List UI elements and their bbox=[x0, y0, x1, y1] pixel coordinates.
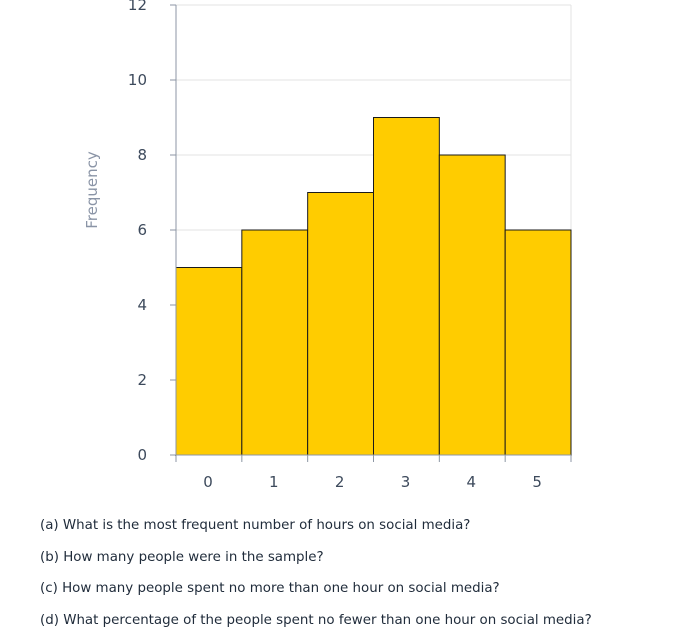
y-tick-label-8: 8 bbox=[137, 146, 147, 164]
question-c: (c) How many people spent no more than o… bbox=[40, 577, 592, 609]
x-tick-label-0: 0 bbox=[203, 473, 213, 491]
y-tick-label-6: 6 bbox=[137, 221, 147, 239]
question-list: (a) What is the most frequent number of … bbox=[40, 514, 592, 640]
y-tick-label-0: 0 bbox=[137, 446, 147, 464]
x-tick-label-5: 5 bbox=[532, 473, 542, 491]
x-tick-labels: 0 1 2 3 4 5 bbox=[203, 473, 542, 491]
question-a: (a) What is the most frequent number of … bbox=[40, 514, 592, 546]
x-tick-label-1: 1 bbox=[269, 473, 279, 491]
y-tick-label-10: 10 bbox=[128, 71, 147, 89]
bar-1 bbox=[242, 230, 308, 455]
bar-0 bbox=[176, 268, 242, 456]
y-axis-title: Frequency bbox=[83, 151, 101, 229]
y-tick-labels: 0 2 4 6 8 10 12 bbox=[128, 0, 147, 464]
bar-4 bbox=[439, 155, 505, 455]
x-tick-label-3: 3 bbox=[401, 473, 411, 491]
bars bbox=[176, 118, 571, 456]
y-tick-label-2: 2 bbox=[137, 371, 147, 389]
question-d: (d) What percentage of the people spent … bbox=[40, 609, 592, 640]
x-tick-label-2: 2 bbox=[335, 473, 345, 491]
bar-2 bbox=[308, 193, 374, 456]
x-tick-label-4: 4 bbox=[467, 473, 477, 491]
bar-5 bbox=[505, 230, 571, 455]
y-tick-label-4: 4 bbox=[137, 296, 147, 314]
bar-3 bbox=[374, 118, 440, 456]
question-b: (b) How many people were in the sample? bbox=[40, 546, 592, 578]
y-tick-label-12: 12 bbox=[128, 0, 147, 14]
